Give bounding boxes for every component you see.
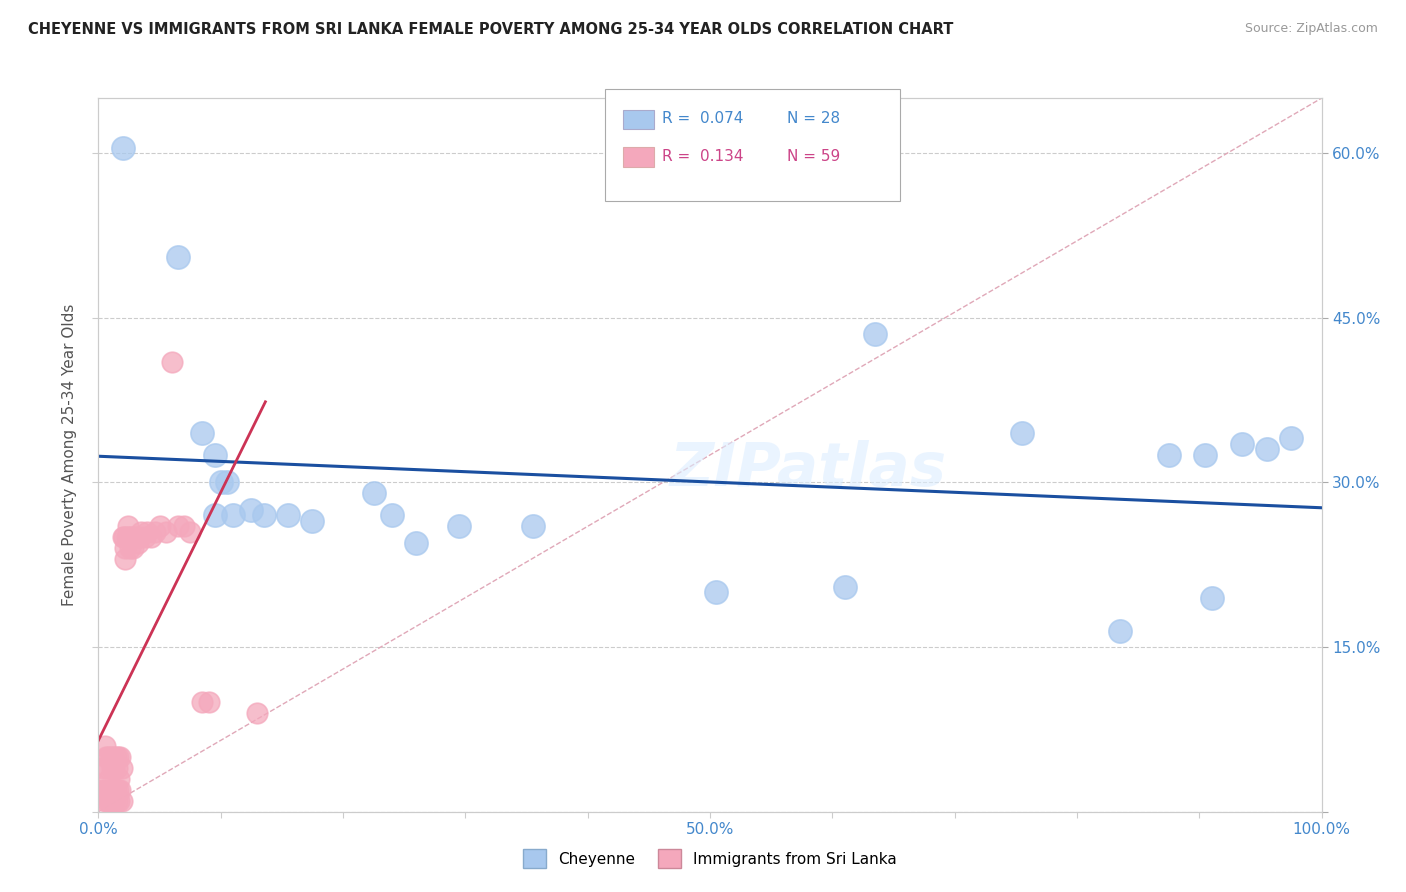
Point	[134, 530, 156, 544]
Point	[101, 794, 124, 808]
Point	[252, 508, 274, 523]
Y-axis label: Female Poverty Among 25-34 Year Olds: Female Poverty Among 25-34 Year Olds	[62, 304, 77, 606]
Point	[197, 695, 219, 709]
Point	[301, 514, 323, 528]
Text: CHEYENNE VS IMMIGRANTS FROM SRI LANKA FEMALE POVERTY AMONG 25-34 YEAR OLDS CORRE: CHEYENNE VS IMMIGRANTS FROM SRI LANKA FE…	[28, 22, 953, 37]
Point	[127, 535, 149, 549]
Point	[104, 749, 127, 764]
Text: N = 59: N = 59	[787, 149, 841, 163]
Point	[114, 541, 136, 556]
Point	[173, 519, 195, 533]
Point	[104, 782, 127, 797]
Point	[449, 519, 471, 533]
Point	[110, 782, 132, 797]
Point	[108, 772, 131, 786]
Point	[97, 749, 120, 764]
Point	[105, 761, 128, 775]
Point	[124, 530, 146, 544]
Point	[160, 354, 183, 368]
Point	[179, 524, 201, 539]
Point	[107, 782, 129, 797]
Point	[101, 749, 124, 764]
Point	[1108, 624, 1130, 638]
Point	[115, 530, 138, 544]
Point	[1230, 437, 1253, 451]
Point	[191, 695, 214, 709]
Point	[204, 448, 226, 462]
Point	[105, 794, 128, 808]
Point	[1256, 442, 1278, 457]
Point	[1279, 432, 1302, 446]
Point	[129, 524, 152, 539]
Point	[121, 541, 143, 556]
Point	[1011, 425, 1033, 440]
Point	[101, 761, 124, 775]
Text: R =  0.134: R = 0.134	[662, 149, 744, 163]
Point	[363, 486, 385, 500]
Point	[93, 739, 115, 753]
Point	[108, 794, 131, 808]
Point	[91, 761, 114, 775]
Point	[97, 782, 120, 797]
Point	[120, 541, 142, 556]
Point	[215, 475, 238, 490]
Point	[118, 530, 141, 544]
Point	[834, 580, 856, 594]
Point	[112, 530, 135, 544]
Point	[204, 508, 226, 523]
Text: N = 28: N = 28	[787, 112, 841, 126]
Point	[96, 794, 118, 808]
Point	[405, 535, 427, 549]
Point	[222, 508, 245, 523]
Point	[98, 794, 121, 808]
Point	[143, 524, 166, 539]
Text: R =  0.074: R = 0.074	[662, 112, 744, 126]
Point	[103, 761, 125, 775]
Point	[704, 585, 727, 599]
Point	[110, 749, 132, 764]
Point	[209, 475, 232, 490]
Point	[167, 519, 190, 533]
Point	[863, 327, 886, 342]
Point	[98, 772, 121, 786]
Point	[120, 530, 142, 544]
Point	[1201, 591, 1223, 605]
Point	[111, 761, 134, 775]
Point	[167, 250, 190, 264]
Point	[381, 508, 404, 523]
Point	[103, 794, 125, 808]
Point	[117, 519, 139, 533]
Point	[191, 425, 214, 440]
Point	[277, 508, 299, 523]
Point	[1194, 448, 1216, 462]
Point	[246, 706, 269, 720]
Point	[136, 524, 159, 539]
Point	[240, 503, 263, 517]
Point	[114, 552, 136, 566]
Point	[107, 749, 129, 764]
Point	[128, 530, 150, 544]
Point	[111, 794, 134, 808]
Point	[522, 519, 544, 533]
Point	[100, 749, 122, 764]
Point	[91, 782, 114, 797]
Text: Source: ZipAtlas.com: Source: ZipAtlas.com	[1244, 22, 1378, 36]
Point	[101, 782, 124, 797]
Point	[94, 749, 117, 764]
Text: ZIPatlas: ZIPatlas	[669, 440, 946, 499]
Point	[96, 761, 118, 775]
Point	[94, 782, 117, 797]
Point	[111, 140, 134, 154]
Point	[155, 524, 177, 539]
Point	[93, 794, 115, 808]
Point	[100, 782, 122, 797]
Point	[111, 530, 134, 544]
Point	[1157, 448, 1180, 462]
Point	[139, 530, 162, 544]
Point	[149, 519, 172, 533]
Legend: Cheyenne, Immigrants from Sri Lanka: Cheyenne, Immigrants from Sri Lanka	[516, 841, 904, 875]
